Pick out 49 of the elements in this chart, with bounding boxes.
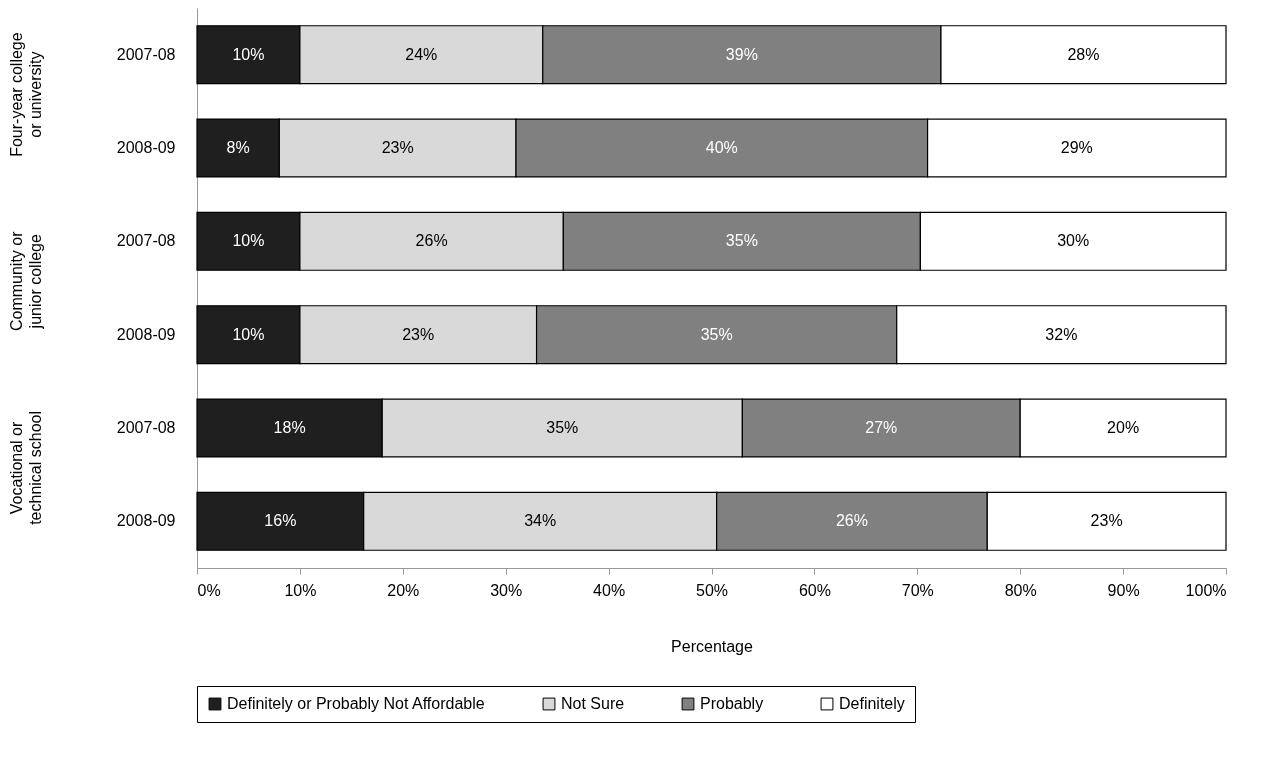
x-tick-label: 70% [901, 581, 934, 599]
data-label: 39% [725, 45, 758, 63]
data-label: 30% [1057, 232, 1090, 250]
legend-label: Probably [700, 695, 764, 712]
legend-label: Definitely or Probably Not Affordable [227, 695, 485, 712]
x-tick-label: 40% [593, 581, 626, 599]
data-label: 26% [415, 232, 448, 250]
data-label: 24% [405, 45, 438, 63]
data-label: 18% [273, 419, 306, 436]
y-tick-label: 2007-08 [116, 45, 176, 63]
x-tick-label: 30% [490, 581, 523, 599]
data-label: 26% [835, 512, 868, 530]
y-tick-label: 2007-08 [116, 419, 176, 436]
x-tick-label: 50% [695, 581, 729, 599]
data-label: 35% [725, 232, 758, 250]
y-tick-label: 2008-09 [116, 512, 176, 530]
data-label: 10% [232, 232, 265, 250]
data-label: 40% [705, 139, 738, 156]
data-label: 20% [1107, 419, 1140, 436]
data-label: 23% [381, 139, 414, 156]
y-tick-label: 2008-09 [116, 325, 176, 343]
data-label: 10% [232, 325, 265, 343]
data-label: 29% [1060, 139, 1093, 156]
data-label: 35% [546, 419, 579, 436]
y-tick-label: 2007-08 [116, 232, 176, 250]
x-tick-label: 10% [284, 581, 317, 599]
text: Community or junior college [8, 230, 44, 332]
data-label: 16% [264, 512, 297, 530]
y-tick-label: 2008-09 [116, 139, 176, 156]
data-label: 34% [524, 512, 557, 530]
data-label: 28% [1067, 45, 1100, 63]
data-label: 8% [226, 139, 250, 156]
data-label: 32% [1045, 325, 1078, 343]
data-label: 10% [232, 45, 265, 63]
legend-label: Not Sure [561, 695, 625, 712]
data-label: 35% [700, 325, 733, 343]
text: Four-year college or university [8, 32, 44, 157]
data-label: 27% [865, 419, 898, 436]
x-tick-label: 100% [1185, 581, 1227, 599]
x-axis-title: Percentage [671, 637, 754, 655]
x-tick-label: 90% [1107, 581, 1140, 599]
x-tick-label: 20% [387, 581, 420, 599]
x-tick-label: 80% [1004, 581, 1037, 599]
x-tick-label: 60% [798, 581, 831, 599]
legend-label: Definitely [839, 695, 905, 712]
data-label: 23% [402, 325, 435, 343]
data-label: 23% [1090, 512, 1123, 530]
x-tick-label: 0% [197, 581, 221, 599]
text: Vocational or technical school [8, 411, 44, 525]
